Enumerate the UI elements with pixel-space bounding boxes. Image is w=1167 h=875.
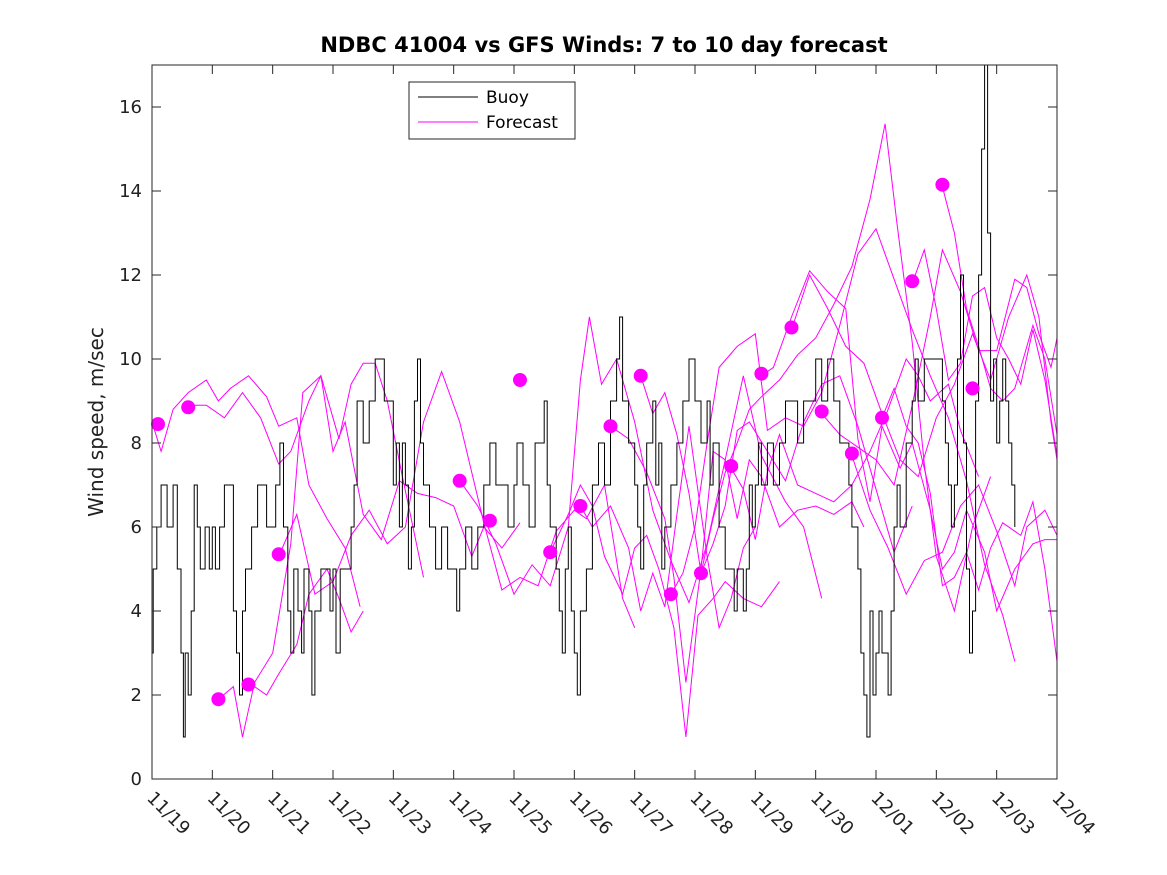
y-tick-label: 8 — [131, 433, 142, 454]
buoy-line — [152, 65, 1016, 738]
forecast-run-line — [640, 375, 913, 576]
y-tick-label: 14 — [119, 181, 142, 202]
forecast-marker — [724, 459, 739, 474]
forecast-run-line — [549, 483, 780, 738]
forecast-marker — [482, 513, 497, 528]
forecast-marker — [151, 417, 165, 432]
forecast-marker — [784, 320, 799, 335]
legend-forecast-label: Forecast — [486, 113, 558, 133]
y-tick-label: 4 — [131, 601, 142, 622]
y-tick-label: 16 — [119, 97, 142, 118]
forecast-marker — [694, 566, 708, 581]
forecast-lines — [152, 123, 1057, 738]
chart-title: NDBC 41004 vs GFS Winds: 7 to 10 day for… — [320, 33, 887, 57]
plot-area — [152, 65, 1057, 779]
forecast-marker — [181, 400, 196, 415]
forecast-marker — [452, 473, 467, 488]
y-tick-label: 0 — [131, 769, 142, 790]
forecast-run-line — [911, 247, 1057, 456]
forecast-run-line — [700, 123, 992, 613]
forecast-run-line — [851, 455, 1057, 596]
forecast-run-line — [821, 248, 1057, 487]
y-tick-label: 2 — [131, 685, 142, 706]
forecast-marker — [844, 446, 859, 461]
forecast-marker — [241, 677, 256, 692]
buoy-series-line — [152, 65, 1016, 738]
forecast-marker — [935, 177, 950, 192]
forecast-marker — [603, 419, 618, 434]
forecast-marker — [754, 366, 769, 381]
forecast-marker — [573, 499, 588, 513]
forecast-run-line — [152, 375, 361, 607]
forecast-marker — [271, 547, 286, 562]
legend-buoy-label: Buoy — [486, 88, 529, 108]
y-tick-label: 6 — [131, 517, 142, 538]
forecast-markers — [151, 177, 980, 707]
forecast-run-line — [188, 362, 424, 578]
legend-box — [408, 81, 576, 140]
forecast-marker — [663, 587, 678, 602]
forecast-marker — [211, 692, 226, 707]
forecast-marker — [965, 381, 980, 396]
y-tick-label: 10 — [119, 349, 142, 370]
forecast-marker — [814, 404, 829, 419]
axes-box — [151, 64, 1058, 780]
y-tick-labels: 0 2 4 6 8 10 12 14 16 — [119, 97, 142, 790]
forecast-run-line — [218, 374, 521, 738]
forecast-marker — [513, 373, 527, 387]
y-tick-label: 12 — [119, 265, 142, 286]
axis-ticks — [151, 65, 1058, 780]
forecast-run-line — [459, 316, 823, 605]
forecast-marker — [543, 545, 558, 560]
forecast-run-line — [791, 273, 1057, 478]
y-axis-label: Wind speed, m/sec — [84, 327, 108, 517]
forecast-run-line — [278, 370, 636, 628]
legend: Buoy Forecast — [408, 81, 576, 140]
forecast-marker — [905, 274, 920, 289]
forecast-marker — [633, 368, 648, 383]
forecast-marker — [875, 410, 889, 425]
